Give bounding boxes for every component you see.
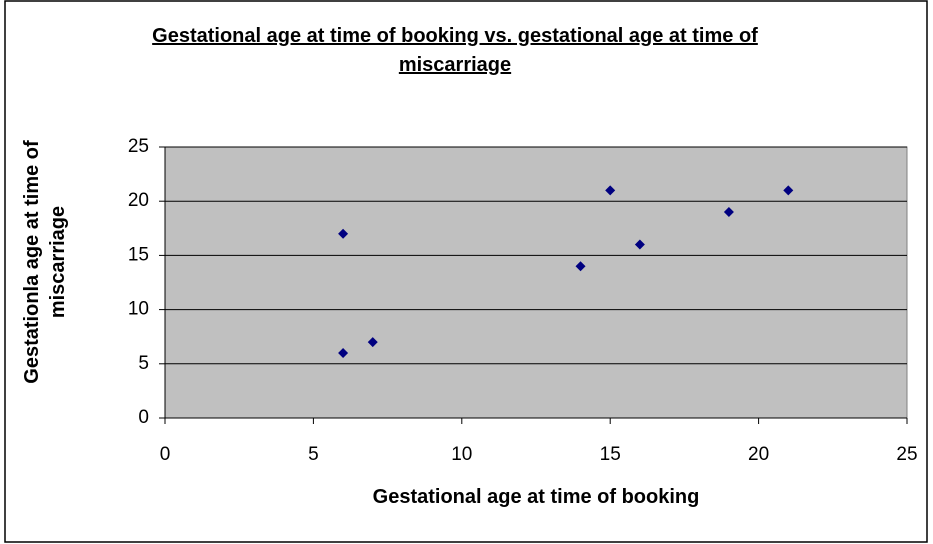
x-axis-label: Gestational age at time of booking bbox=[372, 486, 700, 508]
y-axis-label: Gestationla age at time of miscarriage bbox=[21, 140, 69, 384]
y-tick-label: 5 bbox=[138, 353, 149, 374]
point bbox=[575, 261, 586, 272]
point bbox=[338, 228, 349, 239]
x-tick-label: 15 bbox=[600, 444, 621, 465]
point bbox=[605, 185, 616, 196]
point bbox=[723, 207, 734, 218]
x-tick-label: 25 bbox=[896, 444, 917, 465]
chart-title: Gestational age at time of booking vs. g… bbox=[152, 25, 758, 76]
plot-area bbox=[164, 146, 908, 419]
x-tick-label: 20 bbox=[748, 444, 769, 465]
y-tick-label: 15 bbox=[128, 244, 149, 265]
y-tick-label: 25 bbox=[128, 136, 149, 157]
point bbox=[783, 185, 794, 196]
point bbox=[634, 239, 645, 250]
x-tick-label: 10 bbox=[451, 444, 472, 465]
point bbox=[367, 337, 378, 348]
x-tick-label: 0 bbox=[160, 444, 171, 465]
y-tick-label: 20 bbox=[128, 190, 149, 211]
x-tick-label: 5 bbox=[308, 444, 319, 465]
y-tick-label: 0 bbox=[138, 407, 149, 428]
point bbox=[338, 347, 349, 358]
y-tick-label: 10 bbox=[128, 299, 149, 320]
